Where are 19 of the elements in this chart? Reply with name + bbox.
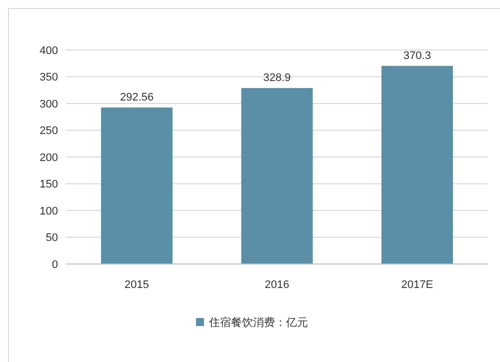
bar: [381, 66, 453, 264]
y-tick-label: 200: [40, 152, 58, 164]
y-tick-label: 150: [40, 178, 58, 191]
x-tick-label: 2016: [264, 279, 290, 291]
y-tick-label: 400: [40, 44, 58, 57]
bar: [101, 107, 173, 264]
data-label: 328.9: [263, 72, 291, 84]
y-tick-label: 300: [40, 98, 58, 110]
bar: [241, 88, 313, 264]
y-tick-label: 100: [40, 205, 58, 218]
legend-label: 住宿餐饮消费：亿元: [209, 316, 308, 329]
y-tick-label: 350: [40, 72, 58, 84]
data-label: 292.56: [120, 91, 154, 104]
y-tick-label: 0: [52, 258, 58, 271]
data-label: 370.3: [403, 50, 431, 62]
y-tick-label: 250: [40, 125, 58, 138]
x-tick-label: 2015: [124, 279, 150, 291]
y-tick-label: 50: [46, 232, 58, 244]
x-tick-label: 2017E: [401, 279, 434, 291]
